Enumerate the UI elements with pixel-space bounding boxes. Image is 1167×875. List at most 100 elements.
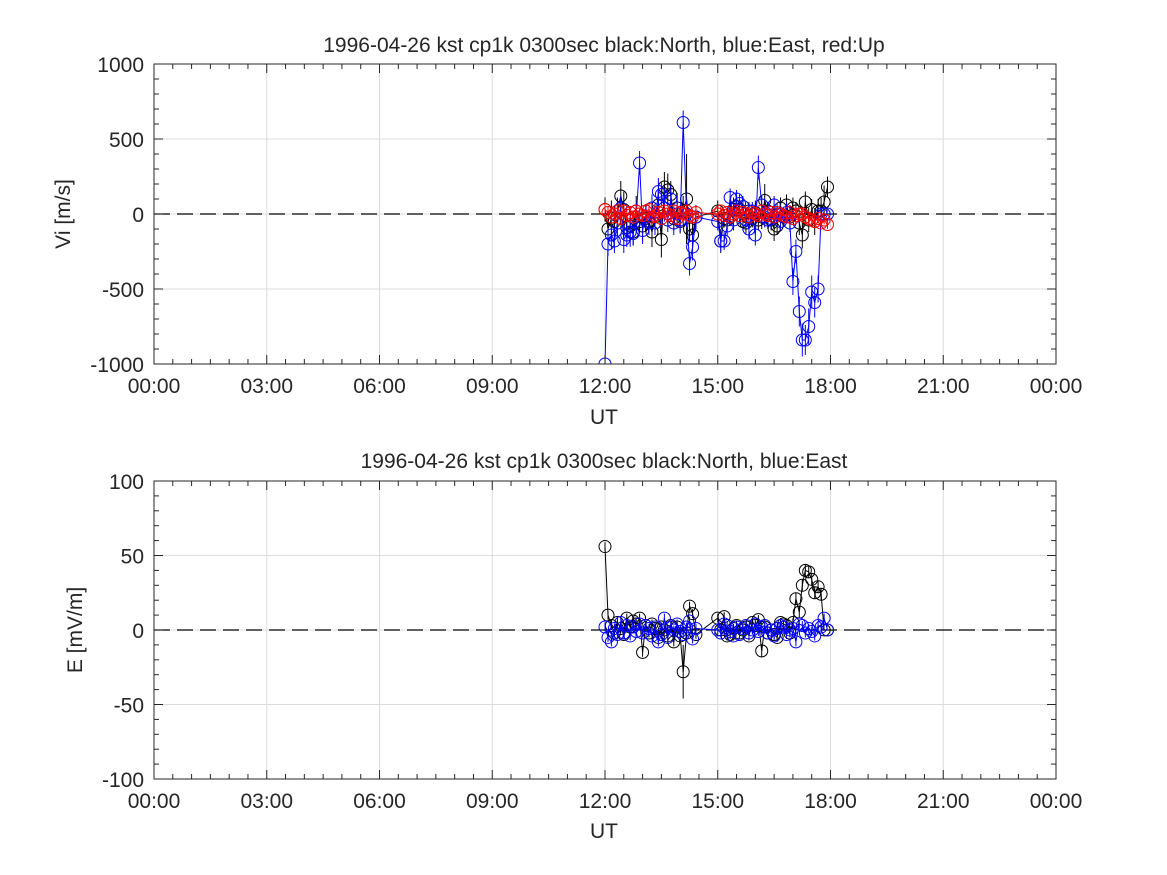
velocity-up-point	[774, 207, 788, 221]
velocity-up-point	[645, 210, 659, 224]
electric-field-east-point	[777, 620, 791, 634]
velocity-east-point	[748, 228, 762, 242]
electric-field-x-tick-label: 21:00	[917, 790, 970, 813]
electric-field-east-point	[642, 622, 656, 636]
velocity-up-point	[626, 210, 640, 224]
electric-field-north-point	[686, 607, 700, 621]
electric-field-x-tick-label: 00:00	[1030, 790, 1083, 813]
electric-field-east-point	[673, 624, 687, 638]
velocity-up-point	[730, 204, 744, 218]
electric-field-east-point	[820, 623, 834, 637]
velocity-east-point	[633, 156, 647, 170]
electric-field-east-point	[598, 620, 612, 634]
electric-field-east-point	[770, 622, 784, 636]
velocity-east-point	[717, 234, 731, 248]
velocity-east-point	[620, 228, 634, 242]
velocity-up-point	[714, 204, 728, 218]
electric-field-east-point	[648, 620, 662, 634]
velocity-up-point	[748, 207, 762, 221]
electric-field-y-tick-label: -100	[102, 769, 144, 792]
velocity-north-point	[795, 228, 809, 242]
velocity-up-point	[664, 209, 678, 222]
velocity-x-tick-label: 21:00	[917, 375, 970, 398]
velocity-up-point	[739, 207, 753, 221]
velocity-up-point	[711, 207, 725, 221]
velocity-up-point	[717, 209, 731, 222]
electric-field-east-point	[617, 626, 631, 640]
velocity-east-point	[792, 305, 806, 318]
electric-field-east-point	[783, 623, 797, 637]
velocity-series-up	[598, 203, 834, 231]
electric-field-y-tick-label: 0	[132, 620, 144, 643]
electric-field-east-point	[626, 620, 640, 634]
velocity-up-point	[751, 209, 765, 222]
velocity-up-point	[683, 209, 697, 222]
electric-field-east-point	[817, 611, 831, 625]
electric-field-east-point	[629, 624, 643, 638]
velocity-east-point	[617, 233, 631, 246]
velocity-y-tick-label: 1000	[97, 54, 144, 77]
electric-field-x-tick-label: 03:00	[240, 790, 293, 813]
velocity-east-point	[795, 333, 809, 347]
electric-field-east-point	[670, 617, 684, 631]
velocity-up-point	[654, 212, 668, 225]
velocity-up-point	[764, 206, 778, 219]
velocity-up-point	[817, 213, 831, 227]
velocity-east-point	[714, 234, 728, 248]
velocity-up-point	[689, 206, 703, 219]
velocity-east-point	[811, 282, 825, 296]
electric-field-east-point	[789, 635, 803, 649]
electric-field-series-east	[598, 611, 834, 649]
electric-field-east-point	[657, 611, 671, 625]
velocity-up-point	[601, 206, 615, 219]
velocity-east-point	[808, 296, 822, 309]
electric-field-x-tick-label: 12:00	[579, 790, 632, 813]
electric-field-north-point	[808, 586, 822, 600]
electric-field-north-point	[805, 572, 819, 586]
velocity-up-point	[742, 210, 756, 224]
velocity-up-point	[614, 212, 628, 225]
velocity-up-point	[651, 206, 665, 219]
panel-velocity: 1996-04-26 kst cp1k 0300sec black:North,…	[52, 34, 885, 429]
electric-field-north-point	[755, 644, 769, 658]
velocity-east-point	[723, 191, 737, 204]
velocity-y-tick-label: -500	[102, 279, 144, 302]
velocity-east-point	[798, 333, 812, 347]
velocity-up-point	[720, 206, 734, 219]
electric-field-east-point	[786, 622, 800, 636]
velocity-x-tick-label: 18:00	[804, 375, 857, 398]
velocity-east-point	[805, 285, 819, 299]
velocity-up-point	[673, 206, 687, 219]
velocity-east-point	[676, 116, 690, 129]
electric-field-east-point	[798, 626, 812, 640]
velocity-east-point	[786, 275, 800, 288]
velocity-east-point	[664, 192, 678, 206]
electric-field-east-point	[758, 619, 772, 633]
electric-field-north-point	[598, 540, 612, 554]
electric-field-east-point	[733, 627, 747, 641]
electric-field-x-axis-label: UT	[590, 820, 618, 843]
electric-field-north-point	[802, 565, 816, 579]
electric-field-y-tick-label: 50	[121, 546, 144, 569]
velocity-east-point	[789, 245, 803, 258]
velocity-up-point	[811, 212, 825, 225]
electric-field-east-point	[742, 626, 756, 640]
velocity-y-tick-label: 0	[132, 204, 144, 227]
velocity-east-point	[636, 224, 650, 237]
velocity-east-point	[626, 227, 640, 240]
electric-field-series-group	[598, 540, 834, 699]
velocity-up-point	[607, 207, 621, 221]
velocity-east-point	[607, 234, 621, 248]
velocity-north-point	[645, 225, 659, 239]
electric-field-y-axis-label: E [mV/m]	[64, 587, 87, 673]
panel-electric-field: 1996-04-26 kst cp1k 0300sec black:North,…	[64, 450, 848, 843]
velocity-y-tick-label: -1000	[90, 354, 144, 377]
velocity-east-line	[604, 122, 828, 364]
velocity-up-point	[745, 206, 759, 219]
electric-field-north-point	[795, 578, 809, 592]
electric-field-east-point	[680, 620, 694, 634]
velocity-x-tick-label: 03:00	[240, 375, 293, 398]
electric-field-x-tick-label: 15:00	[691, 790, 744, 813]
velocity-east-point	[686, 240, 700, 254]
velocity-east-point	[604, 228, 618, 242]
